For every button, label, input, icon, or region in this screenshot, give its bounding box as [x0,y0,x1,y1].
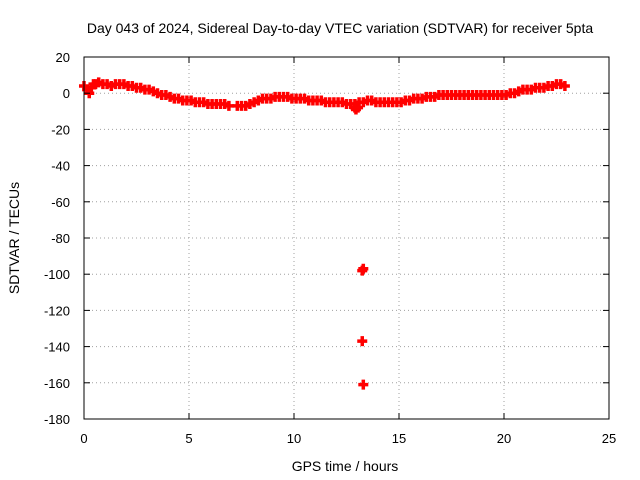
x-tick-labels: 0 5 10 15 20 25 [80,431,616,446]
y-axis-title: SDTVAR / TECUs [6,182,22,294]
x-tick-label: 10 [287,431,301,446]
plot-frame [83,56,610,420]
grid-lines [84,57,609,419]
y-tick-label: -120 [44,303,70,318]
x-tick-label: 15 [392,431,406,446]
y-tick-label: -20 [51,122,70,137]
data-point [357,336,368,347]
y-tick-label: -100 [44,267,70,282]
y-tick-label: -140 [44,340,70,355]
y-tick-label: 0 [63,86,70,101]
y-tick-label: -60 [51,195,70,210]
data-point [559,80,570,91]
x-tick-label: 0 [80,431,87,446]
y-tick-label: -80 [51,231,70,246]
y-tick-label: 20 [56,50,70,65]
data-point [353,102,364,113]
y-tick-label: -40 [51,159,70,174]
y-tick-label: -160 [44,376,70,391]
x-tick-label: 25 [602,431,616,446]
x-tick-label: 20 [497,431,511,446]
axis-ticks [83,56,610,420]
data-point [223,100,234,111]
data-point [358,379,369,390]
data-series [79,77,570,390]
y-tick-label: -180 [44,412,70,427]
chart-title: Day 043 of 2024, Sidereal Day-to-day VTE… [87,20,594,36]
x-axis-title: GPS time / hours [292,458,399,474]
x-tick-label: 5 [185,431,192,446]
data-point [358,263,369,274]
y-tick-labels: 20 0 -20 -40 -60 -80 -100 -120 -140 -160 -180 [44,50,70,427]
